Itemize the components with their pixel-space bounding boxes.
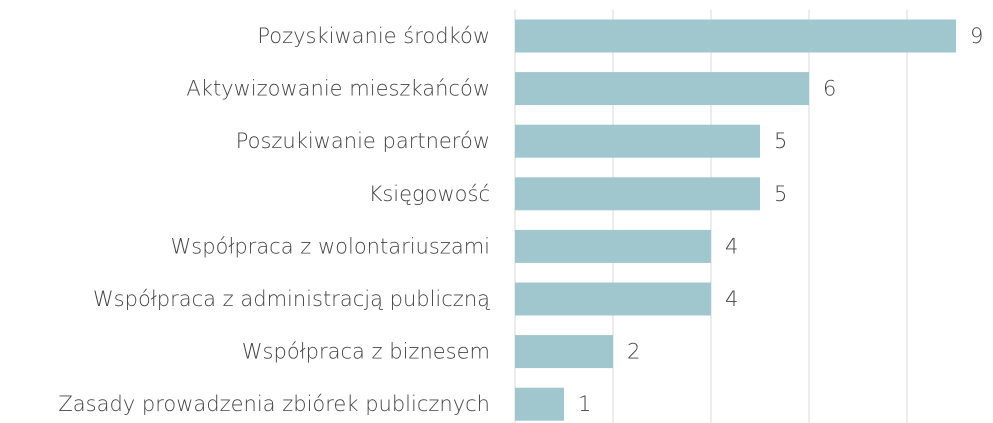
y-tick-label: Księgowość bbox=[369, 182, 490, 206]
data-label: 5 bbox=[774, 182, 787, 206]
bar bbox=[515, 72, 809, 106]
data-label: 4 bbox=[725, 234, 738, 258]
bar bbox=[515, 335, 613, 369]
y-tick-label: Współpraca z biznesem bbox=[242, 340, 490, 364]
data-label: 9 bbox=[970, 24, 983, 48]
data-label: 2 bbox=[627, 340, 640, 364]
bar bbox=[515, 387, 564, 421]
data-label: 1 bbox=[578, 392, 591, 416]
data-label: 4 bbox=[725, 287, 738, 311]
bar bbox=[515, 282, 711, 316]
bar bbox=[515, 124, 760, 158]
y-tick-label: Współpraca z administracją publiczną bbox=[93, 287, 490, 311]
bar bbox=[515, 19, 956, 53]
bar bbox=[515, 229, 711, 263]
data-label: 5 bbox=[774, 129, 787, 153]
y-tick-label: Aktywizowanie mieszkańców bbox=[186, 77, 490, 101]
data-label: 6 bbox=[823, 77, 836, 101]
bar bbox=[515, 177, 760, 211]
y-tick-label: Zasady prowadzenia zbiórek publicznych bbox=[58, 392, 490, 416]
y-tick-label: Poszukiwanie partnerów bbox=[236, 129, 490, 153]
y-tick-label: Współpraca z wolontariuszami bbox=[171, 234, 491, 258]
y-tick-label: Pozyskiwanie środków bbox=[257, 24, 490, 48]
